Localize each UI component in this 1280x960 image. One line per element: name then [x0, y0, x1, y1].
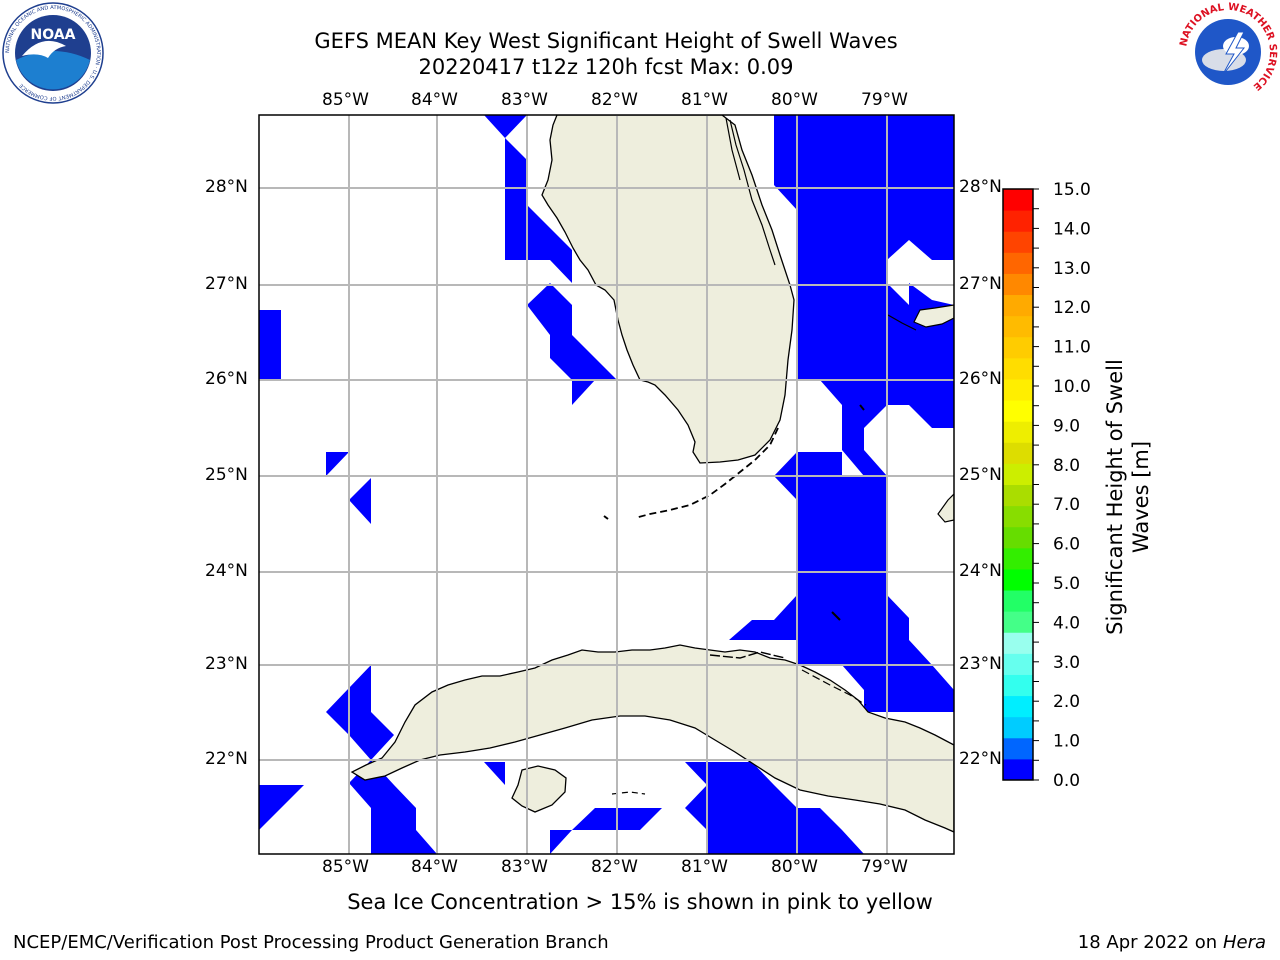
colorbar-tick-label: 5.0 [1053, 574, 1080, 594]
colorbar-segment [1003, 421, 1033, 443]
colorbar-segment [1003, 210, 1033, 232]
lon-label-bottom: 85°W [322, 857, 369, 877]
colorbar-segment [1003, 189, 1033, 211]
lat-label-left: 27°N [205, 274, 248, 294]
colorbar-tick-label: 1.0 [1053, 732, 1080, 752]
colorbar-segment [1003, 505, 1033, 528]
lat-label-left: 28°N [205, 177, 248, 197]
colorbar-tick-label: 4.0 [1053, 613, 1080, 633]
colorbar-tick-label: 14.0 [1053, 219, 1091, 239]
colorbar-segment [1003, 695, 1033, 718]
colorbar-segment [1003, 273, 1033, 296]
colorbar-tick-label: 2.0 [1053, 692, 1080, 712]
lon-label-top: 84°W [411, 90, 458, 110]
colorbar-tick-label: 0.0 [1053, 771, 1080, 791]
colorbar-segment [1003, 568, 1033, 591]
colorbar-segment [1003, 547, 1033, 570]
map-frame [258, 114, 955, 855]
colorbar-segment [1003, 231, 1033, 253]
lon-label-top: 79°W [861, 90, 908, 110]
noaa-text: NOAA [31, 27, 76, 43]
lon-label-bottom: 83°W [501, 857, 548, 877]
andros-island [937, 493, 954, 523]
florida-landmass [541, 115, 795, 464]
colorbar-segment [1003, 590, 1033, 612]
colorbar-segment [1003, 484, 1033, 507]
date-line: 18 Apr 2022 on Hera [1078, 932, 1266, 953]
date-text: 18 Apr 2022 on [1077, 932, 1223, 953]
colorbar-segment [1003, 294, 1033, 317]
colorbar-tick-label: 11.0 [1053, 338, 1091, 358]
colorbar: 0.0 1.0 2.0 3.0 4.0 5.0 6.0 7.0 8.0 9.0 10.0 11.0 12… [1002, 180, 1091, 791]
lat-label-left: 22°N [205, 749, 248, 769]
sea-ice-note: Sea Ice Concentration > 15% is shown in … [347, 890, 933, 914]
host-name: Hera [1222, 932, 1266, 953]
lat-label-left: 25°N [205, 465, 248, 485]
colorbar-segment [1003, 737, 1033, 760]
colorbar-segment [1003, 526, 1033, 549]
lon-label-top: 85°W [322, 90, 369, 110]
lon-label-bottom: 81°W [681, 857, 728, 877]
colorbar-segment [1003, 632, 1033, 654]
colorbar-segment [1003, 252, 1033, 274]
colorbar-segment [1003, 674, 1033, 697]
isla-de-la-juventud [511, 765, 567, 813]
lon-label-top: 83°W [501, 90, 548, 110]
nws-logo: NATIONAL WEATHER SERVICE [1178, 2, 1278, 101]
swell-wave-fill [259, 115, 954, 854]
lon-label-bottom: 79°W [861, 857, 908, 877]
lat-label-left: 24°N [205, 561, 248, 581]
lat-label-right: 28°N [959, 177, 1002, 197]
colorbar-segment [1003, 336, 1033, 359]
lat-label-right: 24°N [959, 561, 1002, 581]
credit-line: NCEP/EMC/Verification Post Processing Pr… [13, 932, 609, 953]
chart-title: GEFS MEAN Key West Significant Height of… [314, 29, 898, 53]
colorbar-segment [1003, 378, 1033, 401]
lon-label-bottom: 82°W [591, 857, 638, 877]
colorbar-tick-label: 6.0 [1053, 535, 1080, 555]
colorbar-tick-label: 10.0 [1053, 377, 1091, 397]
colorbar-tick-label: 3.0 [1053, 653, 1080, 673]
lat-label-right: 26°N [959, 369, 1002, 389]
colorbar-segment [1003, 463, 1033, 485]
lon-label-bottom: 84°W [411, 857, 458, 877]
colorbar-tick-label: 13.0 [1053, 259, 1091, 279]
colorbar-segment [1003, 357, 1033, 380]
lat-label-right: 27°N [959, 274, 1002, 294]
lat-label-right: 23°N [959, 654, 1002, 674]
noaa-logo: NATIONAL OCEANIC AND ATMOSPHERIC ADMINIS… [2, 2, 104, 104]
colorbar-segment [1003, 315, 1033, 338]
lat-label-left: 23°N [205, 654, 248, 674]
chart-subtitle: 20220417 t12z 120h fcst Max: 0.09 [418, 55, 794, 79]
lat-label-left: 26°N [205, 369, 248, 389]
colorbar-tick-label: 15.0 [1053, 180, 1091, 200]
colorbar-segment [1003, 611, 1033, 633]
colorbar-label: Significant Height of Swell Waves [m] [1103, 359, 1153, 635]
colorbar-segment [1003, 400, 1033, 422]
colorbar-tick-label: 9.0 [1053, 416, 1080, 436]
colorbar-tick-label: 7.0 [1053, 495, 1080, 515]
colorbar-segment [1003, 653, 1033, 675]
colorbar-segment [1003, 442, 1033, 464]
lon-label-bottom: 80°W [771, 857, 818, 877]
grand-bahama [913, 304, 954, 328]
lon-label-top: 82°W [591, 90, 638, 110]
colorbar-tick-label: 8.0 [1053, 456, 1080, 476]
lon-label-top: 80°W [771, 90, 818, 110]
colorbar-segment [1003, 758, 1033, 781]
lat-label-right: 25°N [959, 465, 1002, 485]
colorbar-tick-label: 12.0 [1053, 298, 1091, 318]
colorbar-segment [1003, 716, 1033, 739]
lat-label-right: 22°N [959, 749, 1002, 769]
cuba-landmass [350, 644, 954, 833]
lon-label-top: 81°W [681, 90, 728, 110]
map-gridlines [259, 115, 954, 854]
